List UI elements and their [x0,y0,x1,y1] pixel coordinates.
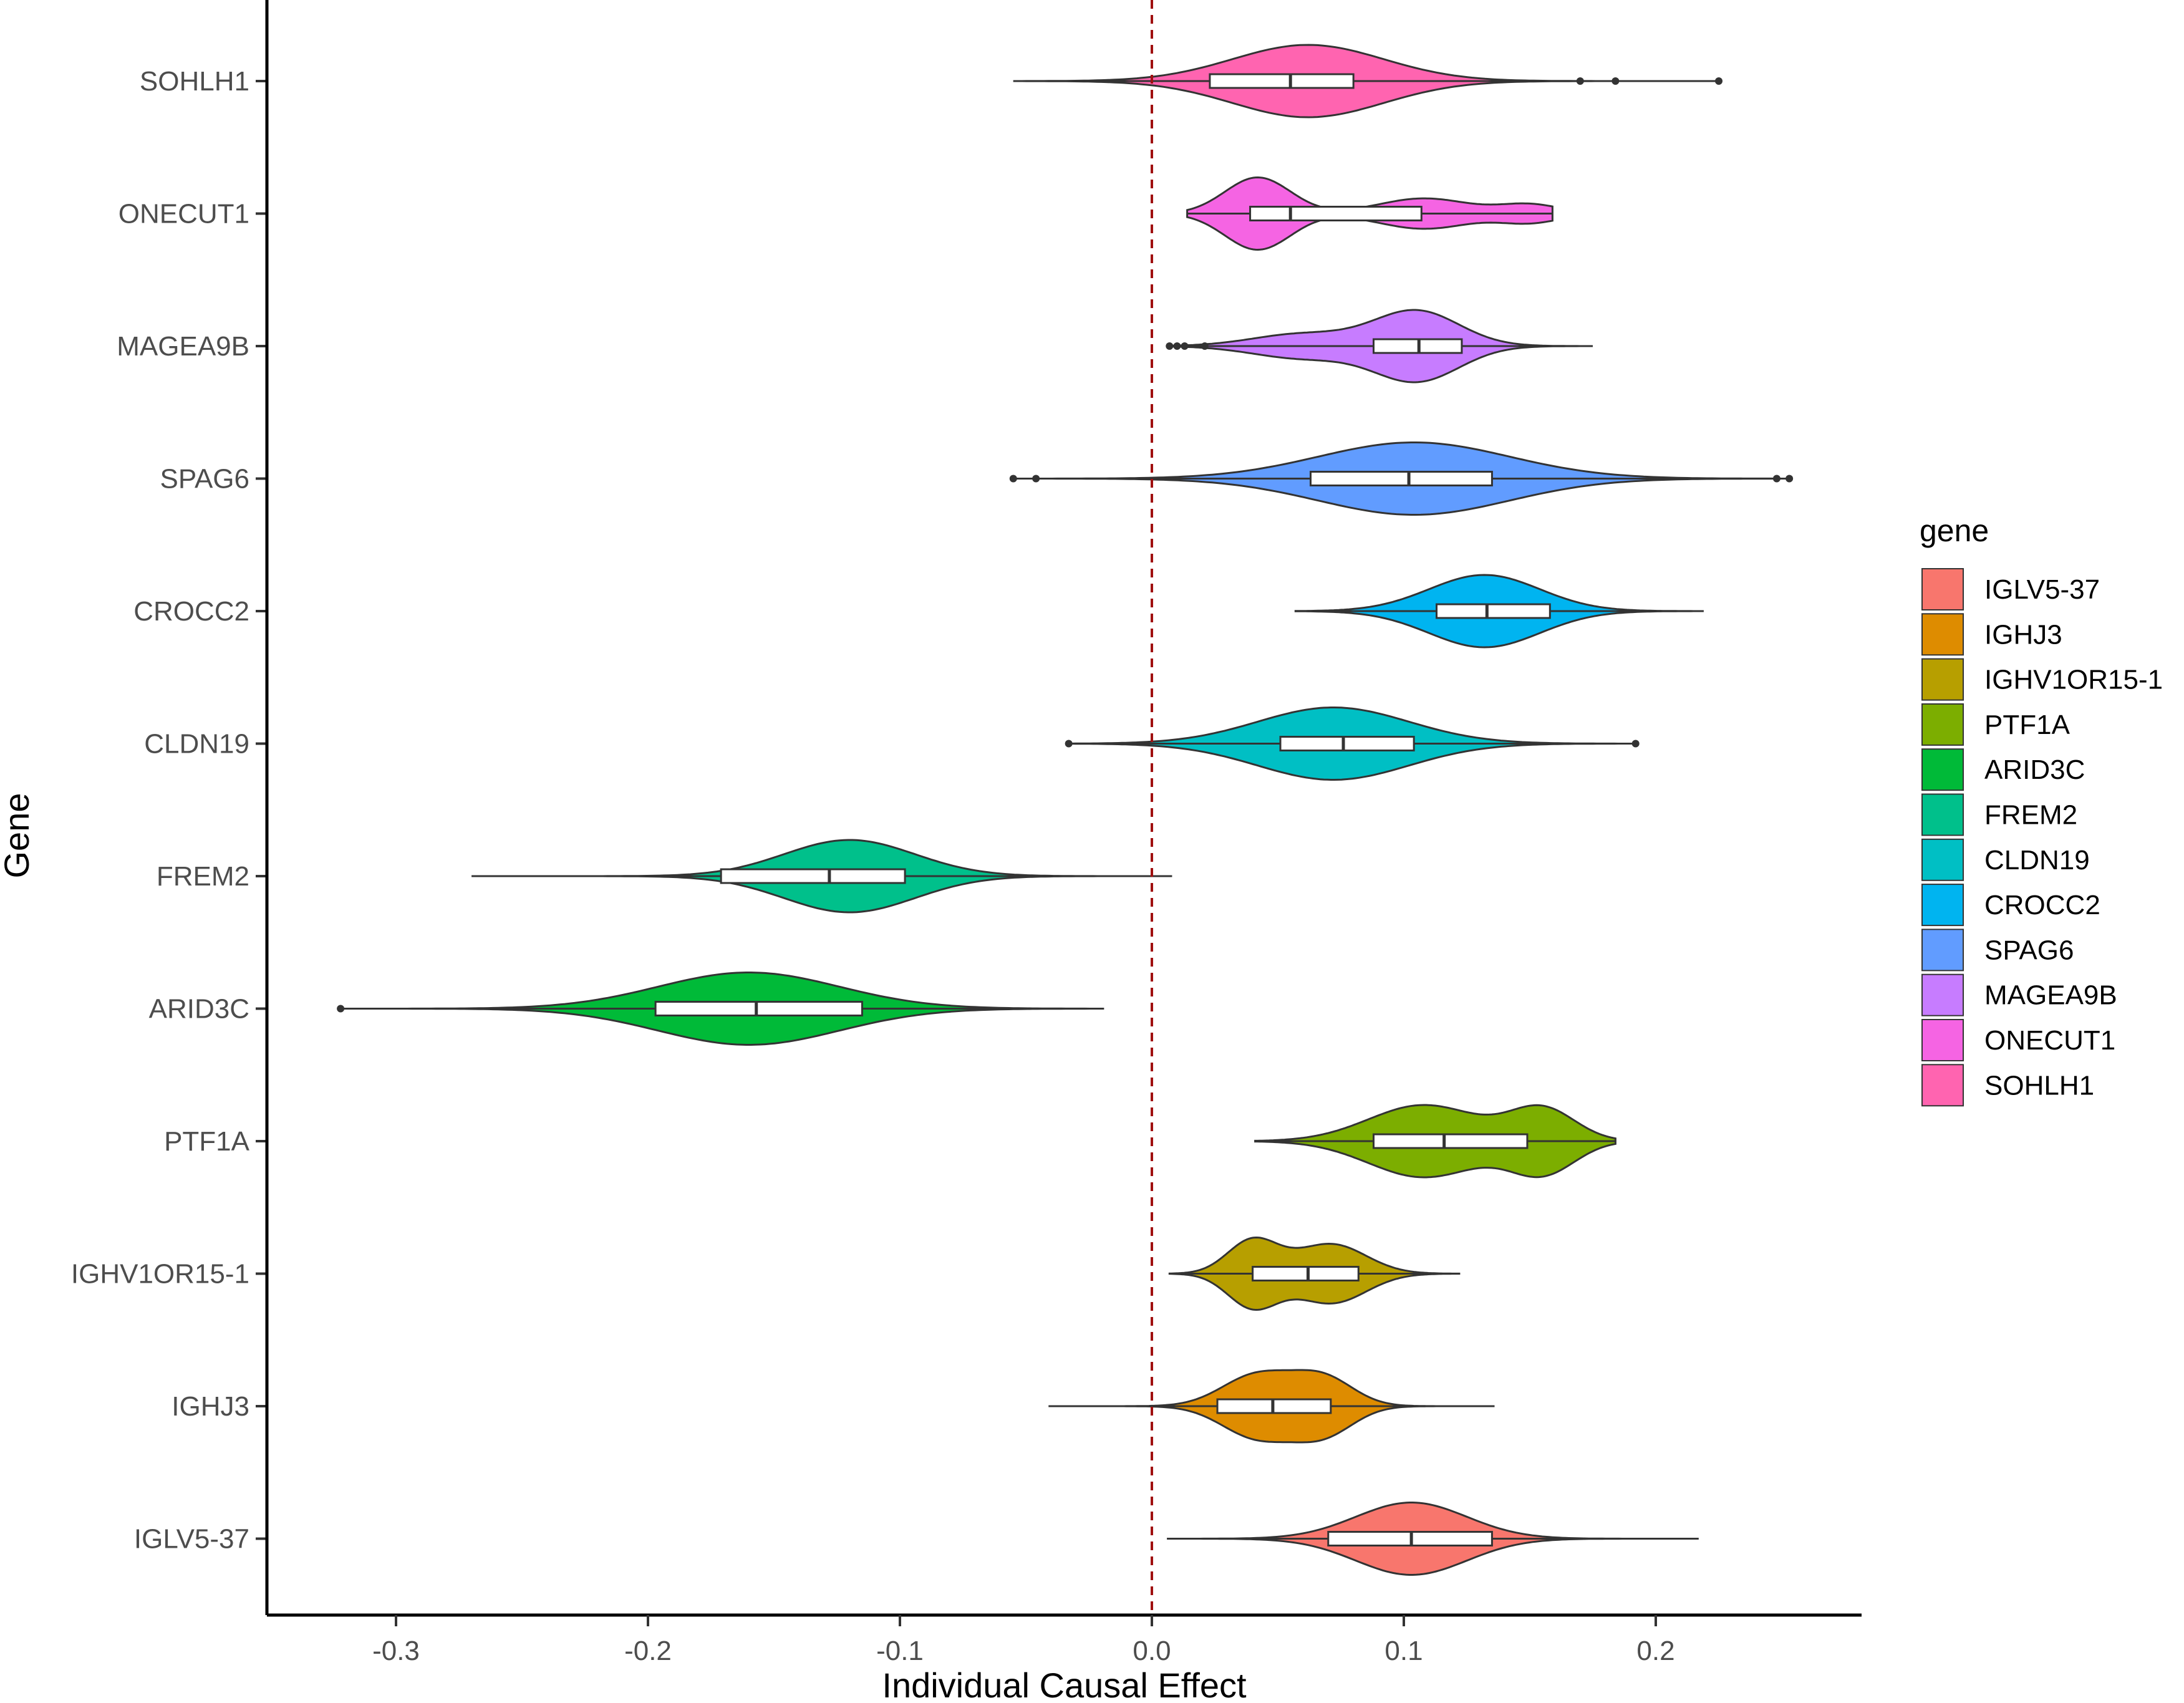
outlier-point [1772,475,1781,483]
violin-arid3c [337,972,1104,1046]
x-axis-title: Individual Causal Effect [882,1666,1247,1703]
x-tick-label: 0.1 [1384,1636,1423,1666]
x-tick-label: 0.2 [1636,1636,1674,1666]
violin-onecut1 [1186,176,1553,251]
box-iqr [1373,1133,1529,1149]
y-tick-label-onecut1: ONECUT1 [118,199,249,229]
outlier-point [1631,740,1640,748]
box-iqr [1436,603,1551,619]
legend-swatch-arid3c [1921,748,1964,791]
y-axis-title: Gene [0,793,36,879]
legend-swatch-cldn19 [1921,838,1964,881]
y-tick-label-ighv1or15-1: IGHV1OR15-1 [71,1259,249,1290]
outlier-point [1009,475,1017,483]
violin-cldn19 [1065,707,1640,781]
box-iqr [720,868,906,884]
legend-label-iglv5-37: IGLV5-37 [1984,574,2100,605]
legend-label-crocc2: CROCC2 [1984,890,2100,920]
x-tick-label: -0.2 [624,1636,672,1666]
legend-label-frem2: FREM2 [1984,800,2077,831]
outlier-point [1032,475,1040,483]
outlier-point [337,1005,345,1013]
legend-label-ptf1a: PTF1A [1984,710,2070,740]
legend: gene IGLV5-37 IGHJ3 IGHV1OR15-1 PTF1A ARID3C… [1920,513,2163,1107]
legend-swatch-ighv1or15-1 [1921,658,1964,701]
violin-iglv5-37 [1167,1502,1699,1576]
y-tick-label-iglv5-37: IGLV5-37 [134,1524,249,1555]
violin-ighv1or15-1 [1168,1236,1461,1311]
x-tick-label: -0.3 [372,1636,420,1666]
y-tick-label-ighj3: IGHJ3 [172,1391,249,1422]
outlier-point [1576,77,1584,85]
violin-ptf1a [1254,1104,1616,1179]
violin-ighj3 [1048,1369,1495,1444]
outlier-point [1201,342,1209,350]
legend-label-spag6: SPAG6 [1984,935,2074,965]
legend-swatch-magea9b [1921,973,1964,1016]
axis-ticks: -0.3 -0.2 -0.1 0.0 0.1 0.2 [372,1615,1675,1666]
box-iqr [1249,206,1423,221]
y-tick-label-ptf1a: PTF1A [164,1126,250,1157]
legend-label-magea9b: MAGEA9B [1984,980,2117,1011]
outlier-point [1715,77,1723,85]
violin-sohlh1 [1013,44,1723,118]
legend-swatch-frem2 [1921,793,1964,836]
legend-label-ighv1or15-1: IGHV1OR15-1 [1984,665,2163,695]
legend-swatch-ptf1a [1921,703,1964,746]
legend-swatch-sohlh1 [1921,1064,1964,1107]
legend-label-sohlh1: SOHLH1 [1984,1070,2094,1101]
box-iqr [1252,1266,1360,1281]
y-tick-label-crocc2: CROCC2 [133,596,249,627]
y-tick-label-magea9b: MAGEA9B [117,331,249,362]
x-tick-label: 0.0 [1133,1636,1171,1666]
legend-swatch-spag6 [1921,929,1964,972]
y-tick-label-spag6: SPAG6 [160,464,249,494]
legend-label-onecut1: ONECUT1 [1984,1025,2115,1056]
violin-frem2 [471,839,1172,914]
outlier-point [1611,77,1620,85]
outlier-point [1166,342,1174,350]
violin-crocc2 [1294,574,1704,649]
box-iqr [1279,736,1415,751]
legend-label-ighj3: IGHJ3 [1984,619,2062,650]
y-tick-label-sohlh1: SOHLH1 [140,66,249,97]
y-tick-label-arid3c: ARID3C [149,994,249,1025]
outlier-point [1065,740,1073,748]
outlier-point [1173,342,1181,350]
violin-magea9b [1166,309,1593,384]
x-tick-label: -0.1 [876,1636,924,1666]
legend-title: gene [1920,513,1989,548]
legend-label-arid3c: ARID3C [1984,755,2085,785]
outlier-point [1785,475,1794,483]
outlier-point [1181,342,1189,350]
box-iqr [654,1001,863,1016]
legend-swatch-iglv5-37 [1921,568,1964,610]
legend-swatch-onecut1 [1921,1019,1964,1061]
legend-label-cldn19: CLDN19 [1984,845,2090,876]
legend-swatch-ighj3 [1921,613,1964,656]
legend-swatch-crocc2 [1921,884,1964,927]
y-tick-label-frem2: FREM2 [157,861,249,892]
violin-spag6 [1009,441,1794,516]
box-iqr [1209,73,1355,89]
y-tick-label-cldn19: CLDN19 [144,729,249,760]
box-iqr [1310,471,1493,486]
violin-layer: IGLV5-37 IGHJ3 IGHV1OR15-1 PTF1A ARID3C FREM2… [71,44,1794,1576]
